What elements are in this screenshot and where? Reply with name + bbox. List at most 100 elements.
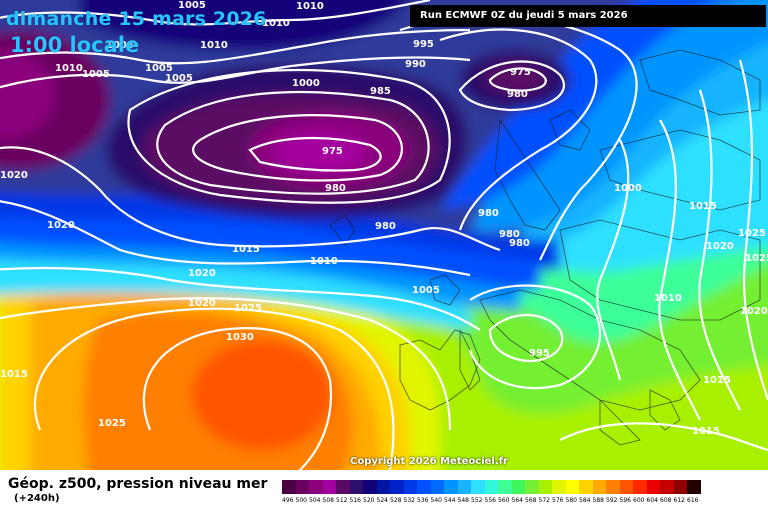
color-scale-tick: 572	[538, 497, 550, 504]
isobar-label: 1005	[82, 69, 110, 80]
color-swatch	[565, 480, 579, 494]
color-swatch	[417, 480, 431, 494]
color-swatch	[498, 480, 512, 494]
color-swatch	[349, 480, 363, 494]
isobar-label: 1025	[738, 228, 766, 239]
color-scale-tick: 520	[363, 497, 375, 504]
date-title: dimanche 15 mars 2026	[6, 8, 267, 30]
geopotential-field	[0, 0, 768, 470]
isobar-label: 1000	[614, 183, 642, 194]
footer-bar: Géop. z500, pression niveau mer (+240h) …	[0, 470, 768, 512]
color-swatch	[471, 480, 485, 494]
color-swatch	[552, 480, 566, 494]
color-swatch	[687, 480, 701, 494]
isobar-label: 980	[509, 238, 530, 249]
isobar-label: 980	[478, 208, 499, 219]
isobar-label: 1005	[178, 0, 206, 11]
color-swatch	[619, 480, 633, 494]
isobar-label: 1015	[689, 201, 717, 212]
color-scale-tick: 592	[606, 497, 618, 504]
color-scale-tick: 544	[444, 497, 456, 504]
field-title: Géop. z500, pression niveau mer	[8, 476, 268, 492]
color-swatch	[592, 480, 606, 494]
color-scale-tick: 580	[565, 497, 577, 504]
isobar-label: 1020	[188, 298, 216, 309]
color-scale-tick: 596	[619, 497, 631, 504]
time-title: 1:00 locale	[10, 33, 140, 57]
isobar-label: 1010	[262, 18, 290, 29]
isobar-label: 1020	[740, 306, 768, 317]
isobar-label: 1015	[0, 369, 28, 380]
isobar-label: 1030	[226, 332, 254, 343]
color-swatch	[511, 480, 525, 494]
isobar-label: 1015	[703, 375, 731, 386]
map-svg: 1005 1010 1010 1010 1005 1010 1005 1005 …	[0, 0, 768, 470]
color-swatch	[633, 480, 647, 494]
isobar-label: 980	[325, 183, 346, 194]
isobar-label: 1020	[706, 241, 734, 252]
color-scale-tick: 608	[660, 497, 672, 504]
color-scale-tick: 540	[430, 497, 442, 504]
color-scale-tick: 512	[336, 497, 348, 504]
color-swatch	[295, 480, 309, 494]
color-scale-tick: 508	[322, 497, 334, 504]
isobar-label: 1010	[296, 1, 324, 12]
isobar-label: 980	[499, 229, 520, 240]
isobar-labels: 1005 1010 1010 1010 1005 1010 1005 1005 …	[0, 0, 768, 437]
color-swatch	[660, 480, 674, 494]
color-swatch	[282, 480, 296, 494]
color-scale-tick: 564	[511, 497, 523, 504]
color-swatch	[336, 480, 350, 494]
isobar-label: 995	[413, 39, 434, 50]
isobar-label: 1020	[0, 170, 28, 181]
isobar-label: 975	[510, 67, 531, 78]
isobar-label: 975	[322, 146, 343, 157]
color-scale-tick: 560	[498, 497, 510, 504]
isobar-label: 1010	[654, 293, 682, 304]
color-swatch	[430, 480, 444, 494]
color-scale-tick: 556	[484, 497, 496, 504]
isobar-label: 985	[370, 86, 391, 97]
color-scale-tick: 528	[390, 497, 402, 504]
color-scale-tick: 600	[633, 497, 645, 504]
color-scale-tick: 548	[457, 497, 469, 504]
color-scale-tick: 536	[417, 497, 429, 504]
color-swatch	[376, 480, 390, 494]
isobar-label: 1010	[55, 63, 83, 74]
color-swatch	[457, 480, 471, 494]
copyright-text: Copyright 2026 Meteociel.fr	[350, 456, 508, 467]
color-scale-tick: 532	[403, 497, 415, 504]
isobar-label: 1025	[98, 418, 126, 429]
color-swatch	[484, 480, 498, 494]
color-swatch	[538, 480, 552, 494]
isobar-label: 1025	[234, 303, 262, 314]
run-info-box: Run ECMWF 0Z du jeudi 5 mars 2026	[410, 5, 766, 27]
color-swatch	[579, 480, 593, 494]
color-swatch	[363, 480, 377, 494]
coastlines	[329, 49, 761, 446]
color-swatch	[525, 480, 539, 494]
color-scale-tick: 524	[376, 497, 388, 504]
isobar-label: 1000	[292, 78, 320, 89]
color-swatch	[403, 480, 417, 494]
isobar-label: 995	[529, 348, 550, 359]
color-scale-tick: 504	[309, 497, 321, 504]
isobar-label: 1005	[165, 73, 193, 84]
isobar-label: 980	[507, 89, 528, 100]
isobar-label: 1015	[692, 426, 720, 437]
color-swatch	[390, 480, 404, 494]
weather-map: 1005 1010 1010 1010 1005 1010 1005 1005 …	[0, 0, 768, 470]
color-swatch	[646, 480, 660, 494]
isobar-label: 1005	[106, 40, 134, 51]
color-scale-tick: 612	[673, 497, 685, 504]
isobar-label: 980	[375, 221, 396, 232]
color-scale-tick: 584	[579, 497, 591, 504]
isobar-label: 1010	[200, 40, 228, 51]
color-swatch	[322, 480, 336, 494]
isobar-label: 1020	[188, 268, 216, 279]
color-scale-tick: 576	[552, 497, 564, 504]
color-swatch	[309, 480, 323, 494]
color-swatch	[606, 480, 620, 494]
color-scale-tick: 516	[349, 497, 361, 504]
color-scale-tick: 588	[592, 497, 604, 504]
